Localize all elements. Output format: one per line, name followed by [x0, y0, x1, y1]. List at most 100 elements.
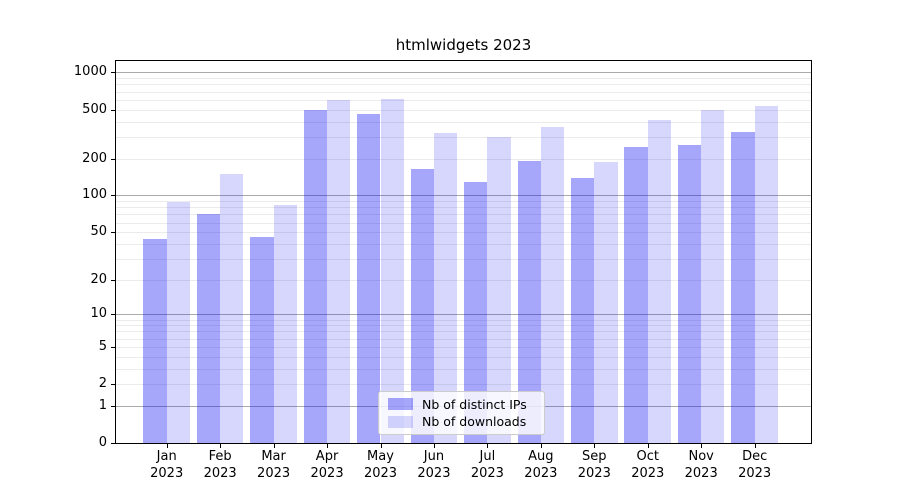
gridline-minor: [116, 331, 811, 333]
x-tick: [380, 444, 382, 448]
gridline-minor: [116, 121, 811, 123]
y-tick: [111, 346, 115, 348]
y-tick-label: 200: [82, 150, 107, 166]
bar-downloads: [273, 204, 297, 443]
x-tick-label: Sep 2023: [577, 449, 611, 481]
gridline-decade: [116, 195, 811, 197]
bar-downloads: [380, 98, 404, 443]
bar-downloads: [433, 132, 458, 443]
y-tick: [111, 314, 115, 316]
x-tick-label: Oct 2023: [631, 449, 665, 481]
y-tick: [111, 72, 115, 74]
x-tick: [433, 444, 435, 448]
chart-title: htmlwidgets 2023: [395, 36, 532, 54]
bar-downloads: [166, 202, 190, 443]
x-tick: [327, 444, 329, 448]
bar-distinct-ips: [303, 109, 328, 443]
x-tick-label: May 2023: [363, 449, 398, 481]
x-tick: [487, 444, 489, 448]
gridline-minor: [116, 258, 811, 260]
y-tick-label: 1000: [73, 64, 107, 80]
x-tick-label: Feb 2023: [203, 449, 237, 481]
y-tick-label: 1: [98, 397, 107, 413]
gridline-minor: [116, 78, 811, 80]
legend: Nb of distinct IPs Nb of downloads: [378, 391, 545, 435]
legend-label-ips: Nb of distinct IPs: [422, 396, 527, 412]
y-tick-label: 2: [98, 376, 107, 392]
gridline-minor: [116, 222, 811, 224]
gridline-minor: [116, 243, 811, 245]
y-tick-label: 100: [82, 187, 107, 203]
bar-distinct-ips: [517, 161, 541, 443]
bar-distinct-ips: [250, 236, 274, 443]
bar-distinct-ips: [357, 114, 381, 443]
legend-label-downloads: Nb of downloads: [422, 414, 527, 430]
y-tick: [111, 195, 115, 197]
gridline-minor: [116, 279, 811, 281]
bar-distinct-ips: [731, 131, 755, 443]
gridline-minor: [116, 319, 811, 321]
bar-distinct-ips: [196, 214, 221, 443]
gridline-minor: [116, 91, 811, 93]
gridline-minor: [116, 84, 811, 86]
x-tick-label: Jan 2023: [150, 449, 184, 481]
x-tick: [273, 444, 275, 448]
gridline-minor: [116, 384, 811, 386]
bar-downloads: [594, 161, 618, 443]
bar-downloads: [754, 106, 778, 443]
x-tick: [540, 444, 542, 448]
y-tick-label: 5: [98, 338, 107, 354]
gridline-minor: [116, 232, 811, 234]
x-tick-label: Aug 2023: [524, 449, 558, 481]
y-tick-label: 10: [90, 306, 107, 322]
gridline-minor: [116, 109, 811, 111]
x-tick: [166, 444, 168, 448]
y-tick: [111, 232, 115, 234]
x-tick: [754, 444, 756, 448]
y-tick: [111, 158, 115, 160]
bar-downloads: [701, 109, 725, 443]
gridline-minor: [116, 325, 811, 327]
y-tick-label: 0: [98, 435, 107, 450]
x-tick: [647, 444, 649, 448]
gridline-decade: [116, 72, 811, 74]
bar-distinct-ips: [571, 177, 595, 443]
legend-item-downloads: Nb of downloads: [388, 414, 535, 429]
bar-downloads: [540, 127, 565, 443]
gridline-minor: [116, 356, 811, 358]
bar-distinct-ips: [410, 168, 434, 443]
x-tick: [594, 444, 596, 448]
gridline-minor: [116, 214, 811, 216]
x-tick: [220, 444, 222, 448]
plot-area: [115, 60, 812, 444]
y-tick-label: 500: [82, 101, 107, 117]
legend-swatch-ips: [388, 398, 413, 411]
legend-item-distinct-ips: Nb of distinct IPs: [388, 397, 535, 412]
x-tick-label: Jun 2023: [417, 449, 451, 481]
y-tick: [111, 443, 115, 444]
gridline-minor: [116, 346, 811, 348]
x-tick-label: Mar 2023: [257, 449, 291, 481]
gridline-minor: [116, 338, 811, 340]
y-tick: [111, 279, 115, 281]
legend-swatch-downloads: [388, 415, 413, 428]
gridline-decade: [116, 314, 811, 316]
bar-distinct-ips: [624, 146, 648, 443]
x-tick: [701, 444, 703, 448]
gridline-minor: [116, 207, 811, 209]
gridline-minor: [116, 136, 811, 138]
y-tick-label: 50: [90, 224, 107, 240]
x-tick-label: Nov 2023: [684, 449, 718, 481]
bar-distinct-ips: [143, 238, 167, 443]
x-tick-label: Dec 2023: [738, 449, 772, 481]
bar-distinct-ips: [677, 144, 702, 443]
bar-downloads: [487, 137, 511, 443]
x-tick-label: Jul 2023: [470, 449, 504, 481]
gridline-minor: [116, 368, 811, 370]
y-tick-label: 20: [90, 271, 107, 287]
bar-downloads: [220, 173, 244, 443]
y-tick: [111, 405, 115, 407]
gridline-minor: [116, 99, 811, 101]
bar-distinct-ips: [464, 182, 488, 443]
